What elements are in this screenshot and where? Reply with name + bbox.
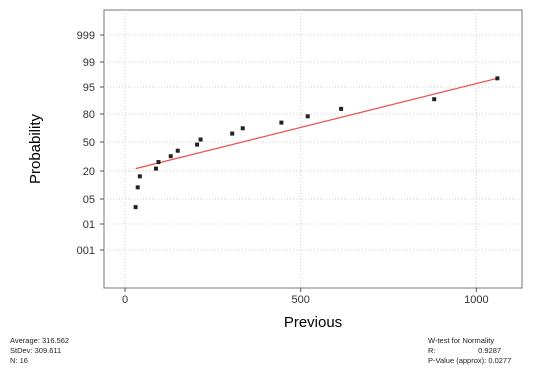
data-point [153,166,158,171]
data-point [230,131,235,136]
x-tick-labels: 0 500 1000 [122,288,489,306]
y-tick-label: 001 [77,245,95,257]
data-point [240,126,245,131]
data-point [279,120,284,125]
stat-n: N: 16 [10,356,28,365]
x-axis-label: Previous [284,314,342,330]
grid-lines [104,10,522,288]
y-axis-label: Probability [27,113,44,184]
y-tick-label: 80 [83,109,95,121]
y-tick-label: 50 [83,137,95,149]
stat-r: R: 0.9287 [428,346,502,355]
data-point [339,106,344,111]
data-point [495,76,500,81]
data-point [175,148,180,153]
x-tick-label: 500 [292,294,310,306]
data-point [133,205,138,210]
data-point [198,137,203,142]
summary-stats: Average: 316.562 StDev: 309.611 N: 16 [10,336,69,366]
y-tick-label: 99 [83,57,95,69]
data-point [135,185,140,190]
data-point [195,142,200,147]
data-point [432,97,437,102]
data-point [305,114,310,119]
x-tick-label: 1000 [464,294,488,306]
fit-line [135,77,498,170]
data-points [133,76,500,210]
stat-average: Average: 316.562 [10,336,70,345]
x-tick-label: 0 [122,294,128,306]
y-tick-label: 999 [77,30,95,42]
stat-stdev: StDev: 309.611 [10,346,62,355]
normality-test: W-test for Normality R: 0.9287 P-Value (… [428,336,511,366]
y-tick-label: 95 [83,82,95,94]
data-point [156,160,161,165]
y-tick-label: 20 [83,166,95,178]
data-point [168,154,173,159]
normality-test-title: W-test for Normality [428,336,495,345]
data-point [137,174,142,179]
plot-frame [103,9,523,289]
y-tick-label: 01 [83,219,95,231]
y-tick-label: 05 [83,194,95,206]
stat-p-value: P-Value (approx): 0.0277 [428,356,512,365]
